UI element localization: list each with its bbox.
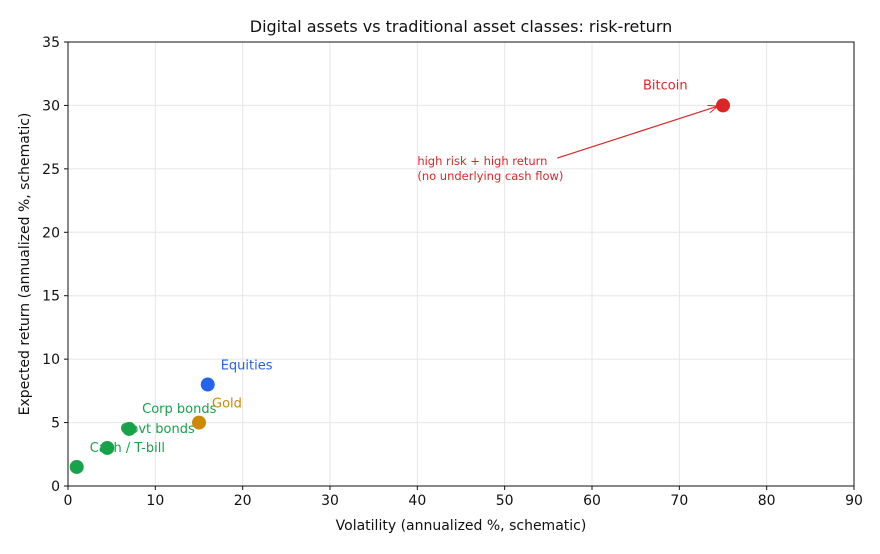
scatter-point	[122, 421, 137, 436]
x-tick-label: 90	[845, 493, 863, 509]
x-tick-label: 30	[321, 493, 339, 509]
scatter-point	[69, 459, 84, 474]
y-tick-label: 20	[42, 225, 60, 241]
annotation-text-line: (no underlying cash flow)	[417, 169, 563, 183]
y-tick-label: 10	[42, 352, 60, 368]
x-tick-label: 60	[583, 493, 601, 509]
x-tick-label: 50	[496, 493, 514, 509]
y-tick-label: 25	[42, 162, 60, 178]
x-axis-label: Volatility (annualized %, schematic)	[336, 518, 587, 534]
grid-lines	[67, 41, 855, 487]
data-points	[69, 98, 730, 474]
annotation-text-line: high risk + high return	[417, 154, 547, 168]
y-tick-label: 5	[51, 416, 60, 432]
x-tick-label: 80	[758, 493, 776, 509]
x-tick-label: 40	[408, 493, 426, 509]
axis-ticks: 0 10 20 30 40 50 60 70 80 90 0 5 10 15 20 25 30 35	[42, 35, 863, 509]
scatter-point	[100, 440, 115, 455]
x-tick-label: 10	[146, 493, 164, 509]
point-label: Gold	[212, 397, 242, 412]
point-label: Govt bonds	[120, 422, 195, 437]
chart-title: Digital assets vs traditional asset clas…	[250, 17, 673, 36]
point-label: Bitcoin	[643, 78, 688, 93]
scatter-point	[716, 98, 730, 113]
annotation-arrow	[557, 106, 717, 159]
point-label: Equities	[221, 359, 273, 374]
annotation: high risk + high return(no underlying ca…	[417, 106, 717, 183]
y-tick-label: 15	[42, 289, 60, 305]
point-label: Corp bonds	[142, 402, 216, 417]
axes-frame	[67, 41, 855, 487]
scatter-point	[200, 377, 215, 392]
x-tick-label: 20	[234, 493, 252, 509]
y-tick-label: 35	[42, 35, 60, 51]
y-axis-label: Expected return (annualized %, schematic…	[17, 113, 33, 416]
x-tick-label: 70	[670, 493, 688, 509]
plot-frame	[67, 41, 855, 487]
y-tick-label: 0	[51, 479, 60, 495]
scatter-point	[192, 415, 206, 430]
y-tick-label: 30	[42, 98, 60, 114]
x-tick-label: 0	[64, 493, 73, 509]
